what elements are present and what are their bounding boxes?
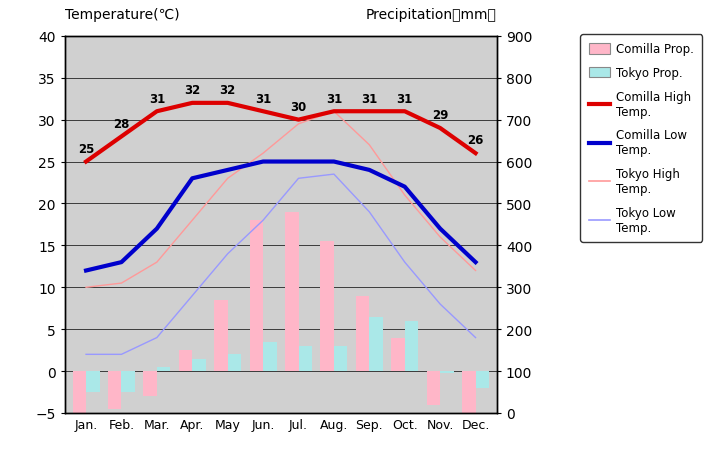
Bar — [285, 213, 299, 371]
Bar — [143, 371, 157, 397]
Bar — [192, 359, 206, 371]
Bar — [86, 371, 99, 392]
Bar — [215, 300, 228, 371]
Text: 25: 25 — [78, 142, 94, 156]
Bar — [228, 354, 241, 371]
Text: 32: 32 — [220, 84, 236, 97]
Bar — [320, 241, 334, 371]
Text: Temperature(℃): Temperature(℃) — [65, 8, 179, 22]
Text: 29: 29 — [432, 109, 449, 122]
Bar — [369, 317, 383, 371]
Bar — [157, 367, 171, 371]
Bar — [427, 371, 440, 405]
Text: 31: 31 — [397, 92, 413, 105]
Text: 32: 32 — [184, 84, 200, 97]
Bar — [263, 342, 276, 371]
Bar — [108, 371, 122, 409]
Bar — [299, 346, 312, 371]
Text: 28: 28 — [113, 118, 130, 130]
Text: 31: 31 — [361, 92, 377, 105]
Text: Precipitation（mm）: Precipitation（mm） — [366, 8, 497, 22]
Legend: Comilla Prop., Tokyo Prop., Comilla High
Temp., Comilla Low
Temp., Tokyo High
Te: Comilla Prop., Tokyo Prop., Comilla High… — [580, 35, 702, 242]
Text: 30: 30 — [290, 101, 307, 114]
Bar — [475, 371, 489, 388]
Bar — [440, 371, 454, 373]
Bar — [391, 338, 405, 371]
Bar — [334, 346, 347, 371]
Bar — [73, 371, 86, 413]
Bar — [356, 296, 369, 371]
Text: 31: 31 — [325, 92, 342, 105]
Bar — [179, 350, 192, 371]
Bar — [405, 321, 418, 371]
Text: 31: 31 — [255, 92, 271, 105]
Bar — [250, 221, 263, 371]
Bar — [462, 371, 475, 413]
Bar — [122, 371, 135, 392]
Text: 26: 26 — [467, 134, 484, 147]
Text: 31: 31 — [149, 92, 165, 105]
